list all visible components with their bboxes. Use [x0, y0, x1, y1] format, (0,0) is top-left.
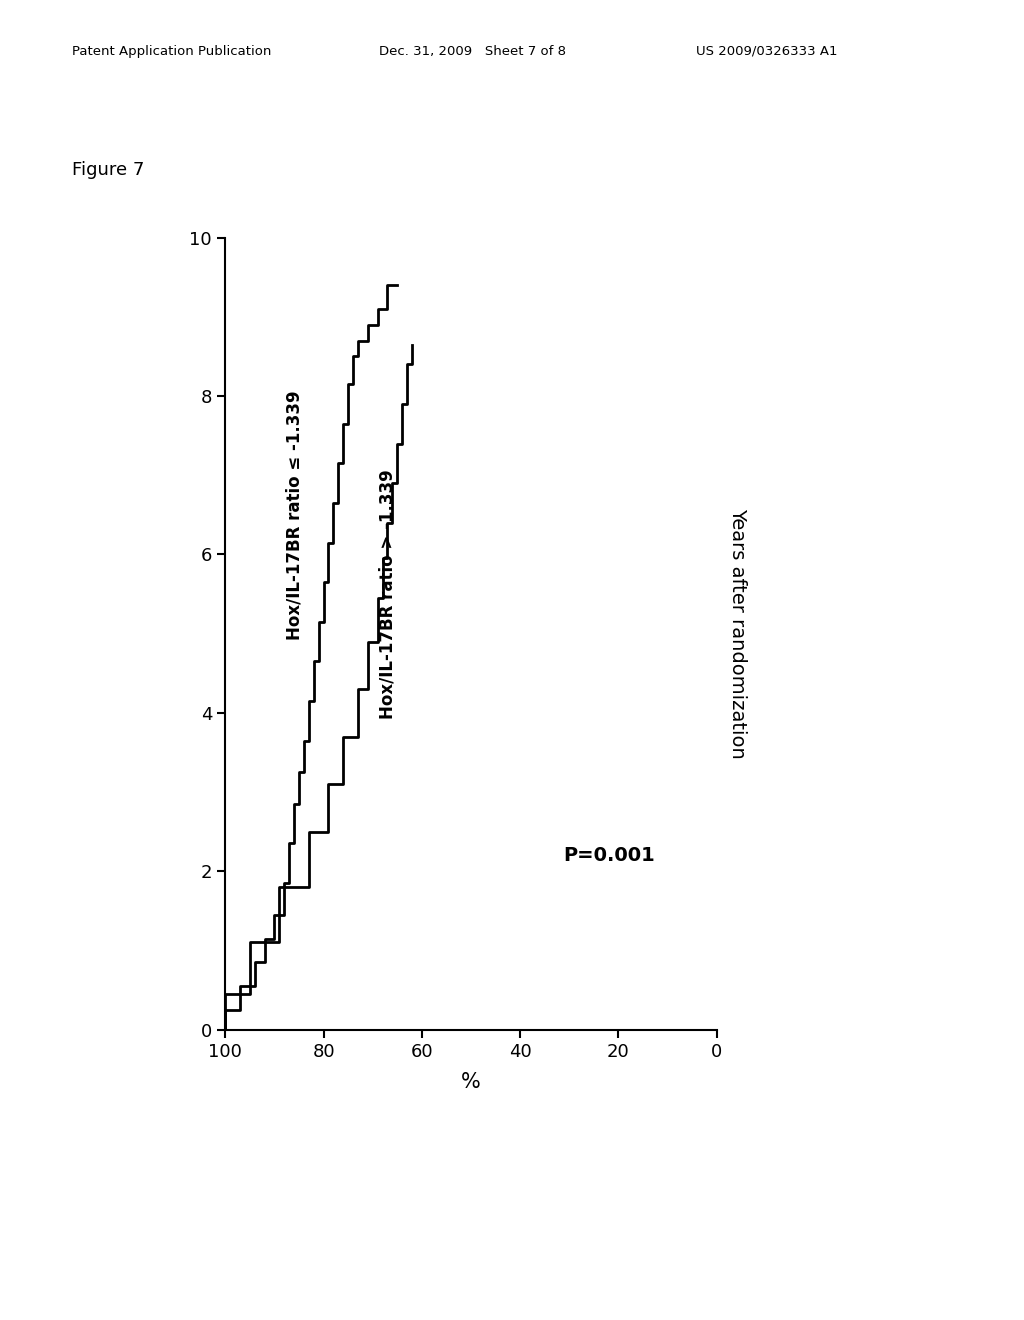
X-axis label: %: %: [461, 1072, 481, 1092]
Text: P=0.001: P=0.001: [563, 846, 654, 865]
Text: Dec. 31, 2009   Sheet 7 of 8: Dec. 31, 2009 Sheet 7 of 8: [379, 45, 566, 58]
Text: Hox/IL-17BR ratio > -1.339: Hox/IL-17BR ratio > -1.339: [379, 469, 396, 719]
Text: Hox/IL-17BR ratio ≤ -1.339: Hox/IL-17BR ratio ≤ -1.339: [285, 389, 303, 640]
Text: Patent Application Publication: Patent Application Publication: [72, 45, 271, 58]
Text: Figure 7: Figure 7: [72, 161, 144, 180]
Y-axis label: Years after randomization: Years after randomization: [728, 508, 748, 759]
Text: US 2009/0326333 A1: US 2009/0326333 A1: [696, 45, 838, 58]
